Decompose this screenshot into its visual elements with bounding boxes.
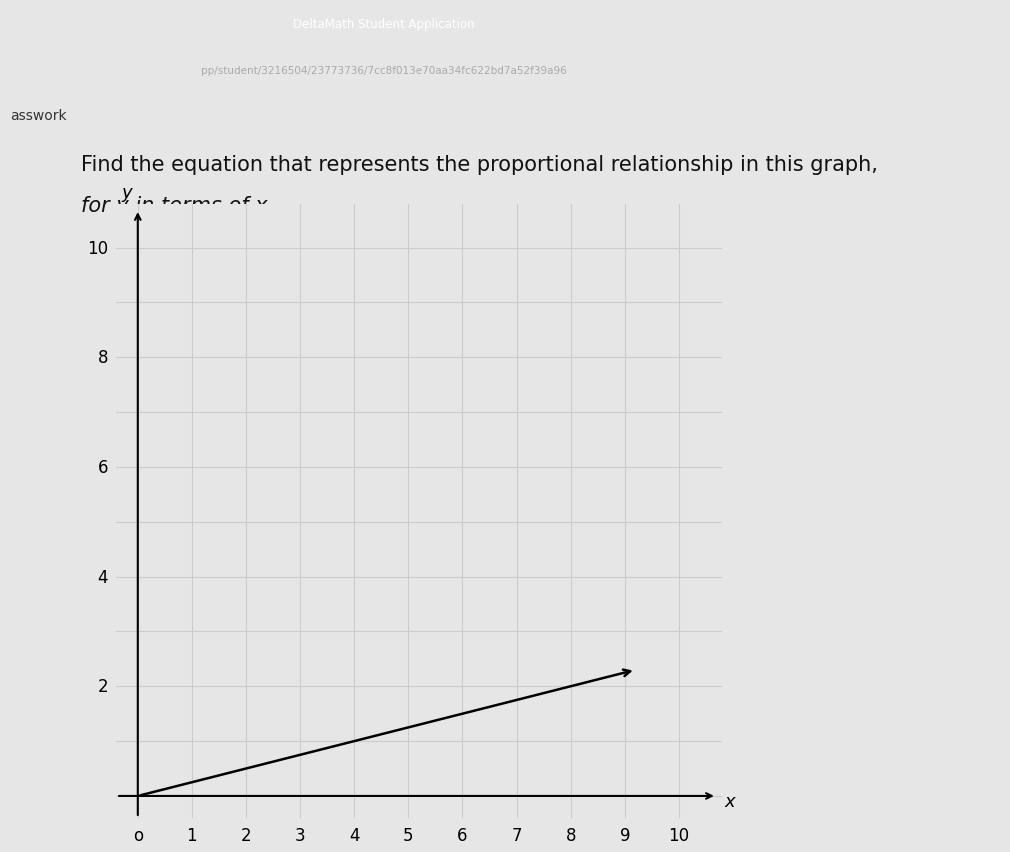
Text: for y in terms of x.: for y in terms of x. — [81, 196, 274, 216]
Text: 5: 5 — [403, 826, 413, 844]
Text: o: o — [132, 826, 142, 844]
Text: 2: 2 — [97, 677, 108, 695]
Text: 1: 1 — [187, 826, 197, 844]
Text: y: y — [121, 184, 132, 202]
Text: Find the equation that represents the proportional relationship in this graph,: Find the equation that represents the pr… — [81, 154, 878, 175]
Text: 8: 8 — [98, 348, 108, 367]
Text: 8: 8 — [566, 826, 576, 844]
Text: x: x — [725, 792, 735, 810]
Text: 3: 3 — [295, 826, 305, 844]
Text: 9: 9 — [619, 826, 630, 844]
Text: 4: 4 — [349, 826, 360, 844]
Text: DeltaMath Student Application: DeltaMath Student Application — [293, 18, 475, 31]
Text: 4: 4 — [98, 568, 108, 586]
Text: 2: 2 — [240, 826, 251, 844]
Text: 6: 6 — [458, 826, 468, 844]
Text: 10: 10 — [669, 826, 690, 844]
Text: 10: 10 — [87, 239, 108, 257]
Text: pp/student/3216504/23773736/7cc8f013e70aa34fc622bd7a52f39a96: pp/student/3216504/23773736/7cc8f013e70a… — [201, 66, 567, 76]
Text: asswork: asswork — [10, 109, 67, 124]
Text: 7: 7 — [511, 826, 522, 844]
Text: 6: 6 — [98, 458, 108, 476]
